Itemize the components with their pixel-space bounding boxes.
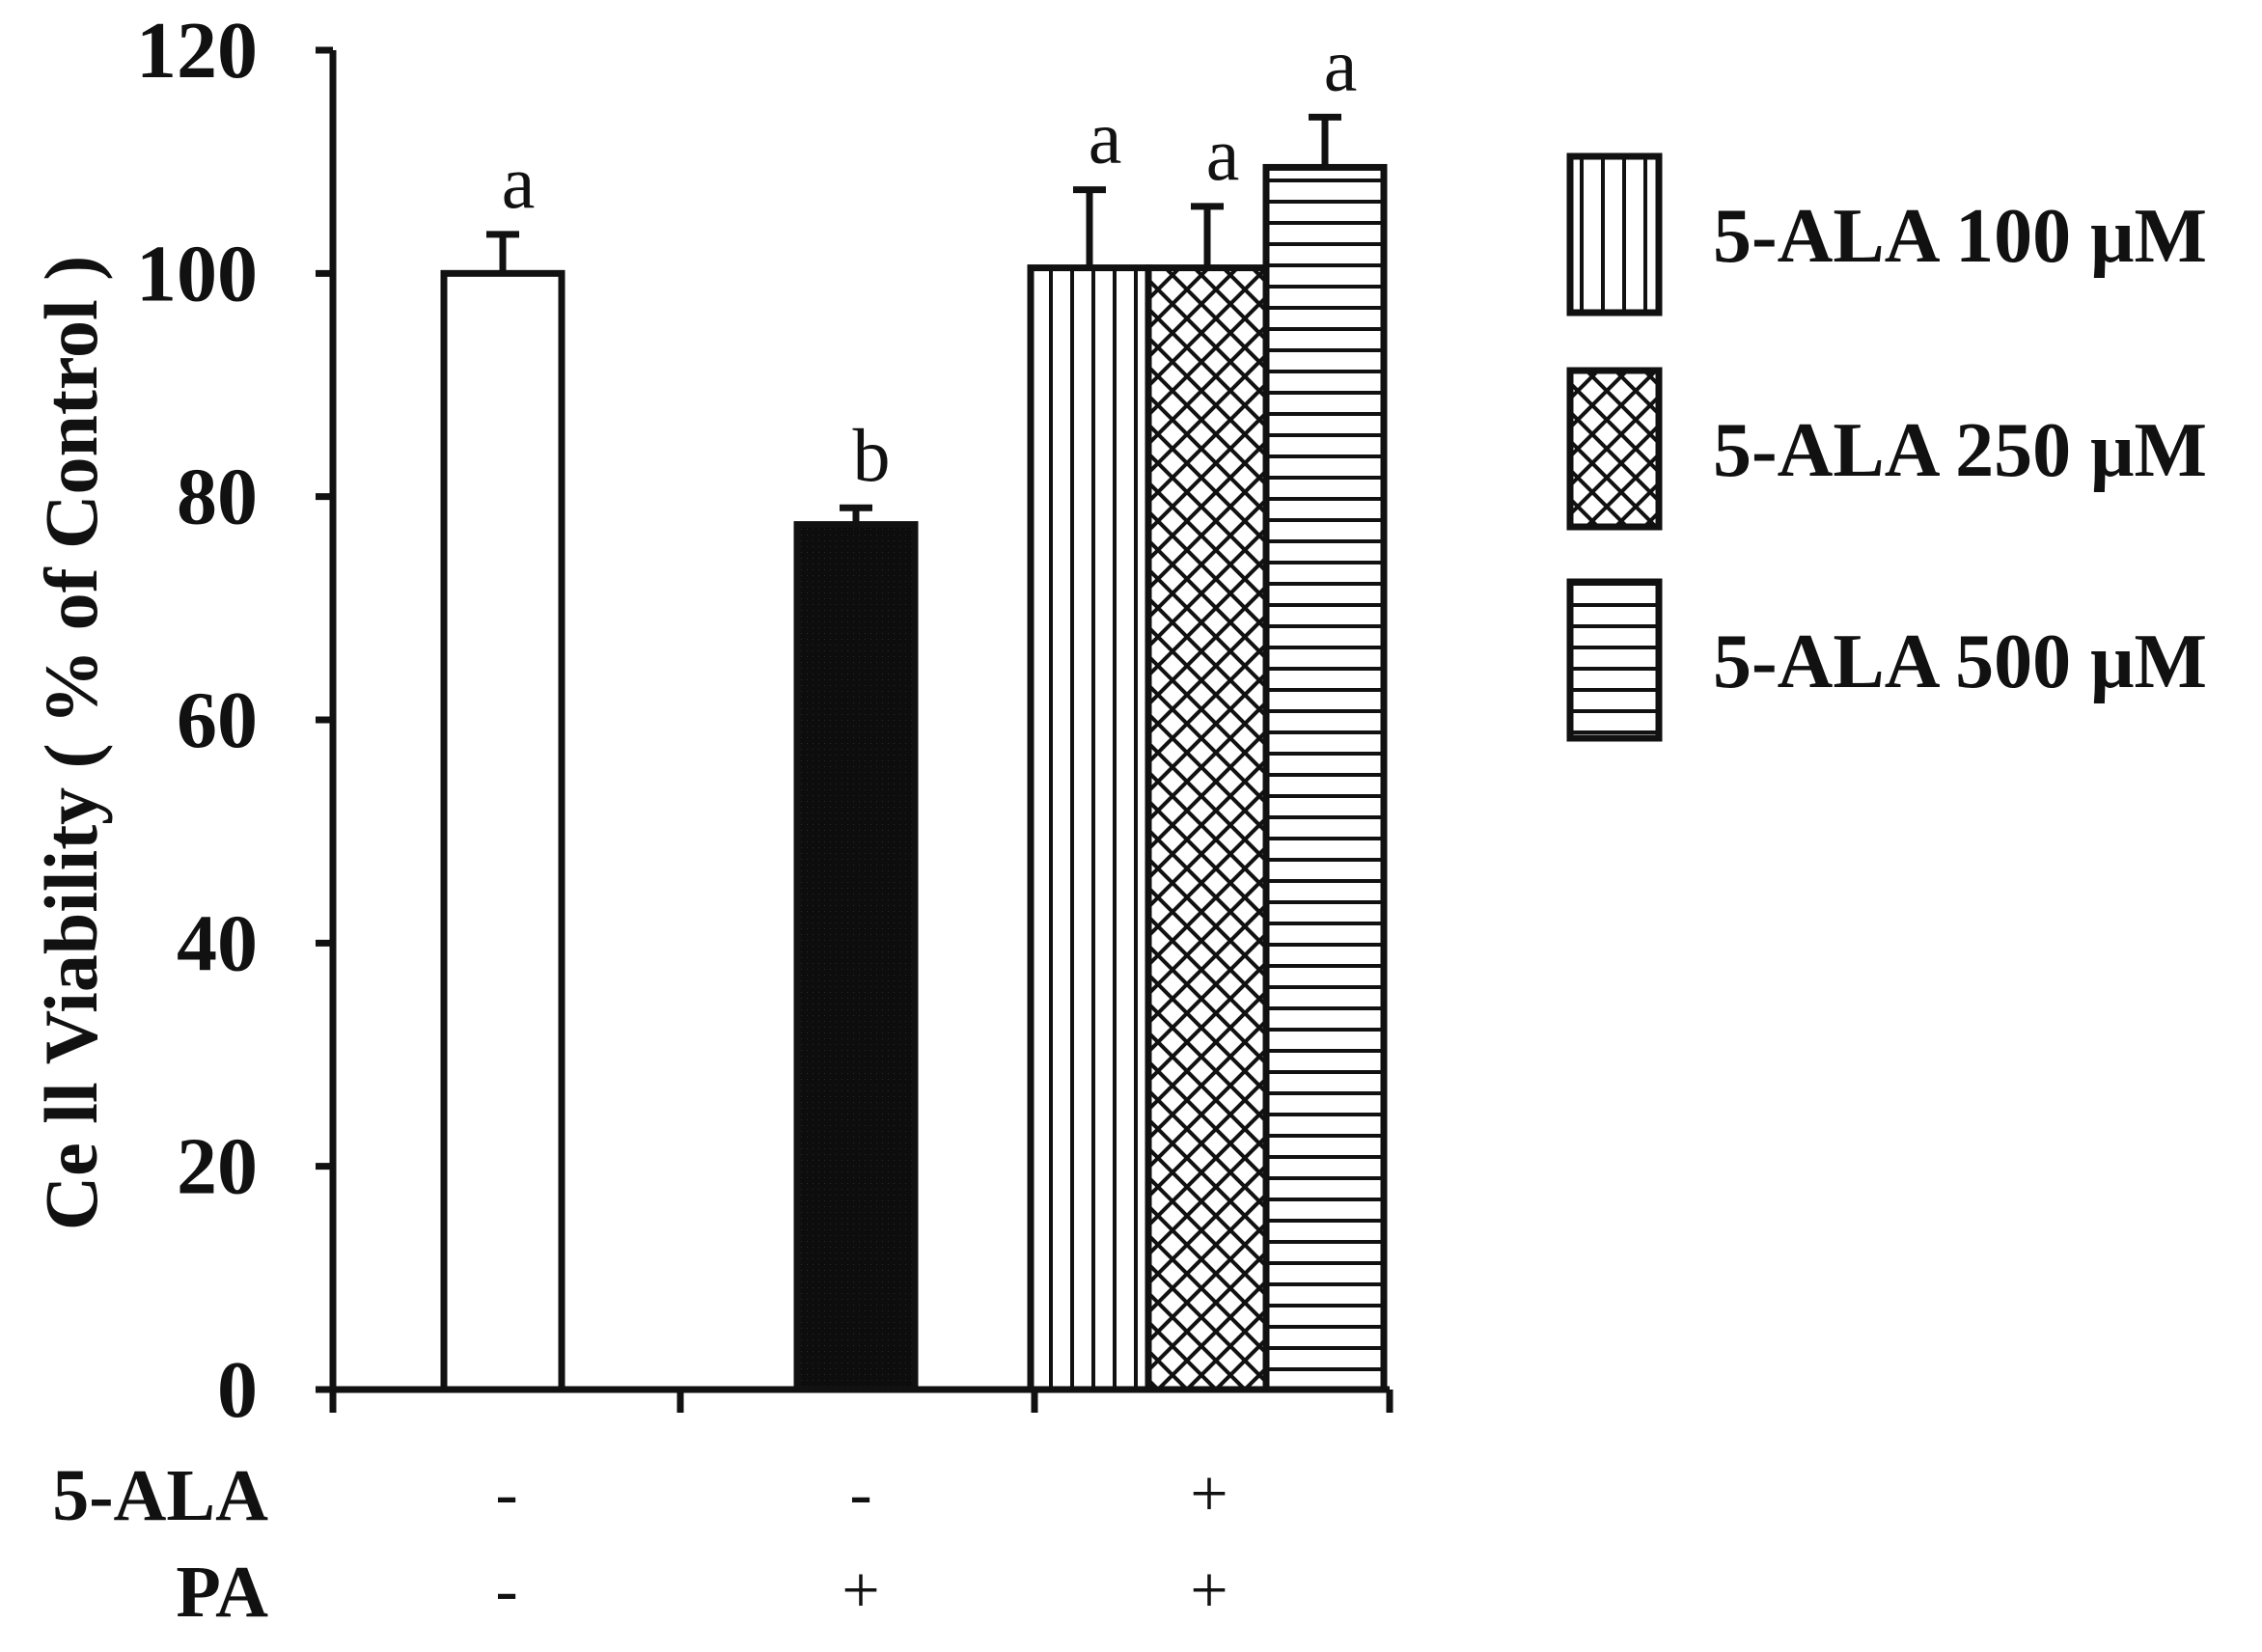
y-axis: 0 20 40 60 80 100 120 [136, 6, 337, 1435]
y-axis-label: Ce ll Viability ( % of Control ) [29, 256, 113, 1230]
legend-label: 5-ALA 500 μM [1713, 620, 2207, 704]
y-tick-label: 60 [177, 675, 258, 765]
condition-sign: - [495, 1554, 517, 1628]
y-tick-label: 40 [177, 898, 258, 988]
legend-swatch [1566, 152, 1663, 317]
condition-sign: + [1190, 1457, 1228, 1531]
legend-swatch [1566, 578, 1663, 742]
condition-label: PA [176, 1552, 268, 1633]
bar [1027, 264, 1152, 1393]
legend-label: 5-ALA 100 μM [1713, 194, 2207, 279]
bar [1262, 163, 1388, 1393]
legend-label: 5-ALA 250 μM [1713, 408, 2207, 493]
bar [793, 521, 919, 1393]
condition-sign: - [495, 1457, 517, 1531]
bars: aba aa [440, 22, 1388, 1393]
condition-label: 5-ALA [52, 1455, 268, 1536]
condition-table: 5-ALA - - + PA - + + [52, 1455, 1228, 1633]
condition-sign: - [849, 1457, 871, 1531]
y-tick-label: 0 [217, 1345, 258, 1435]
significance-label: b [853, 413, 891, 497]
significance-label: a [502, 140, 536, 224]
significance-label: a [1206, 112, 1240, 196]
y-tick-label: 100 [136, 229, 258, 318]
significance-label: a [1089, 96, 1122, 179]
condition-sign: + [841, 1554, 879, 1628]
legend: 5-ALA 100 μM 5-ALA 250 μM 5-ALA 500 μM [1566, 152, 2207, 742]
legend-swatch [1566, 367, 1663, 531]
significance-label: a [1324, 22, 1358, 106]
y-tick-label: 120 [136, 6, 258, 96]
x-axis [329, 1386, 1393, 1413]
bar [1145, 264, 1270, 1393]
y-tick-label: 80 [177, 453, 258, 542]
bar [440, 269, 566, 1393]
condition-sign: + [1190, 1554, 1228, 1628]
y-tick-label: 20 [177, 1122, 258, 1212]
